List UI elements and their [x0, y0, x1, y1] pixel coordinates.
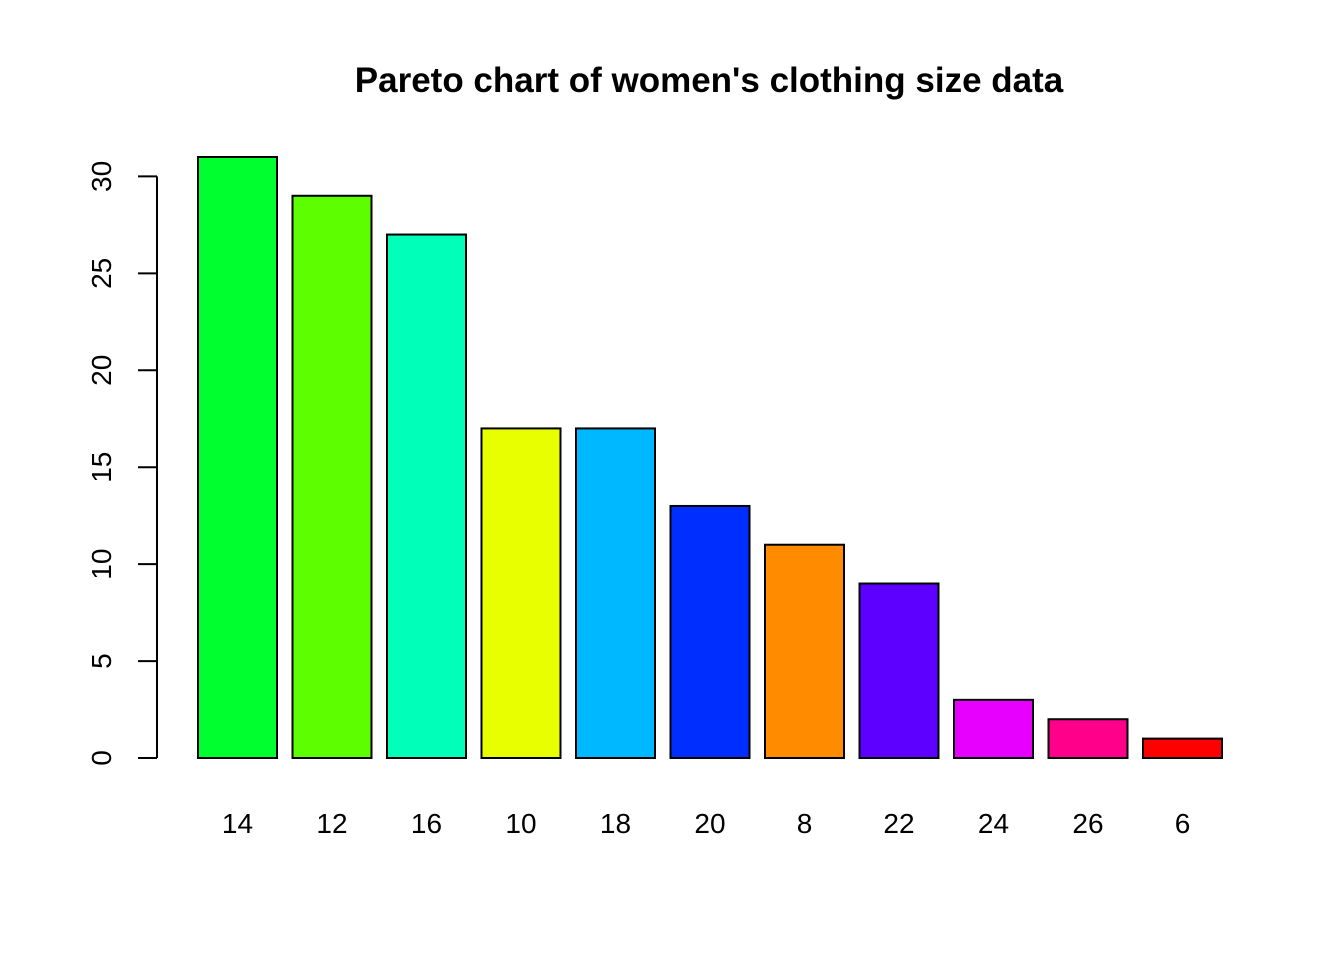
y-tick-label: 25 — [86, 258, 117, 289]
bar-size-26 — [1047, 718, 1129, 760]
x-tick-label: 16 — [411, 808, 442, 839]
y-tick-label: 0 — [86, 750, 117, 766]
y-tick-label: 5 — [86, 653, 117, 669]
bar-size-14 — [197, 156, 278, 759]
y-axis: 0 5 10 15 20 25 30 — [86, 161, 158, 766]
y-tick-label: 15 — [86, 452, 117, 483]
bar-size-6 — [1142, 737, 1223, 760]
y-tick-label: 20 — [86, 355, 117, 386]
bar-size-10 — [480, 427, 562, 759]
chart-title: Pareto chart of women's clothing size da… — [355, 61, 1064, 100]
bar-size-24 — [953, 698, 1034, 759]
x-tick-label: 18 — [600, 808, 631, 839]
y-tick-label: 10 — [86, 549, 117, 580]
x-tick-label: 6 — [1175, 808, 1191, 839]
x-tick-label: 26 — [1072, 808, 1103, 839]
bar-size-18 — [575, 427, 656, 759]
bar-size-16 — [386, 233, 467, 759]
y-tick-label: 30 — [86, 161, 117, 192]
bars — [197, 156, 1223, 760]
x-tick-label: 20 — [694, 808, 725, 839]
bar-size-8 — [764, 543, 845, 760]
x-tick-label: 10 — [505, 808, 536, 839]
x-tick-label: 24 — [978, 808, 1009, 839]
x-tick-label: 8 — [797, 808, 813, 839]
x-tick-label: 12 — [316, 808, 347, 839]
x-tick-label: 22 — [883, 808, 914, 839]
x-tick-label: 14 — [222, 808, 253, 839]
x-tick-labels: 14 12 16 10 18 20 8 22 24 26 6 — [222, 808, 1190, 839]
bar-size-12 — [291, 194, 373, 760]
bar-size-20 — [669, 504, 751, 759]
bar-size-22 — [858, 582, 940, 759]
